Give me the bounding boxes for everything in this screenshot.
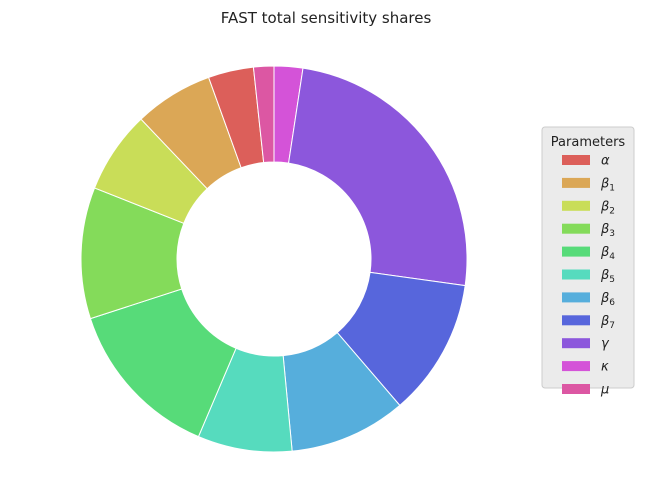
legend-items: α β1 β2 β3 β4 β5 β6 β7 γκμ <box>562 154 615 398</box>
legend-label: μ <box>600 383 609 398</box>
legend-label: β7 <box>600 314 615 331</box>
legend-label: β1 <box>600 176 615 193</box>
legend-entry: κ <box>562 360 609 375</box>
legend-label: α <box>601 154 610 169</box>
legend-label: β2 <box>600 199 615 216</box>
legend-frame <box>541 126 635 389</box>
legend-label: κ <box>601 360 609 375</box>
legend-entry: β4 <box>562 245 615 262</box>
legend-entry: β7 <box>562 314 615 331</box>
legend-label: β4 <box>600 245 615 262</box>
legend: Parameters α β1 β2 β3 β4 β5 β6 β7 γκμ <box>541 126 635 398</box>
donut-slices <box>80 65 468 453</box>
legend-swatch <box>562 269 590 280</box>
legend-swatch <box>562 155 590 165</box>
legend-swatch <box>562 292 590 303</box>
legend-entry: β3 <box>562 222 615 239</box>
legend-entry: γ <box>562 337 610 352</box>
legend-swatch <box>562 361 590 372</box>
legend-swatch <box>562 338 590 349</box>
chart-title: FAST total sensitivity shares <box>221 9 432 27</box>
legend-swatch <box>562 223 590 234</box>
legend-swatch <box>562 177 590 188</box>
legend-entry: μ <box>562 383 609 398</box>
donut-slice <box>288 67 468 287</box>
legend-entry: α <box>562 154 610 169</box>
legend-entry: β5 <box>562 268 615 285</box>
donut-slice <box>252 65 275 164</box>
legend-label: β5 <box>600 268 615 285</box>
legend-swatch <box>562 246 590 257</box>
legend-label: β3 <box>600 222 615 239</box>
legend-entry: β6 <box>562 291 615 308</box>
legend-entry: β2 <box>562 199 615 216</box>
legend-swatch <box>562 200 590 211</box>
legend-label: γ <box>601 337 610 352</box>
legend-entry: β1 <box>562 176 615 193</box>
legend-label: β6 <box>600 291 615 308</box>
legend-title: Parameters <box>551 135 626 150</box>
legend-swatch <box>562 384 590 394</box>
legend-swatch <box>562 315 590 326</box>
